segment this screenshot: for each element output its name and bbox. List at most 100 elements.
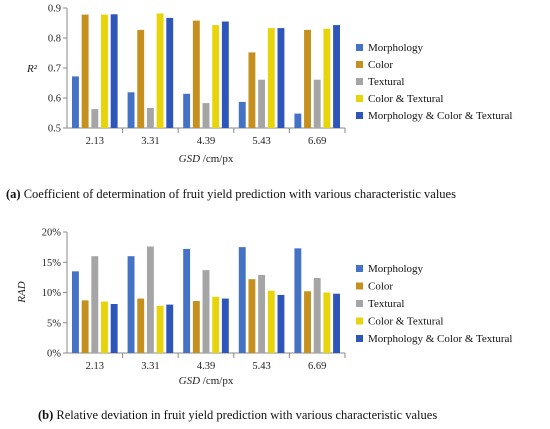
bar: [212, 25, 220, 129]
chart-b-ylabel: RAD: [16, 281, 28, 303]
bar: [192, 20, 200, 129]
bar: [137, 298, 145, 353]
bar: [156, 13, 164, 128]
legend-swatch: [356, 78, 363, 85]
bar: [323, 28, 331, 129]
bar: [238, 247, 246, 353]
bar: [72, 76, 79, 128]
bar: [166, 17, 174, 128]
legend-label: Morphology & Color & Textural: [368, 333, 512, 345]
bar: [248, 52, 256, 128]
y-tick-label: 10%: [42, 288, 62, 299]
bar: [304, 291, 311, 353]
legend-swatch: [356, 335, 363, 342]
legend-swatch: [356, 112, 363, 119]
bar: [192, 300, 200, 353]
bar: [304, 29, 311, 128]
chart-a: R² 0.5 0.6 0.7 0.8 0.9 2.13 3.31 4.39 5.43 6.69 G…: [6, 4, 512, 202]
bar: [267, 290, 275, 353]
bar: [238, 101, 246, 128]
y-tick-label: 0.9: [48, 4, 61, 15]
bar: [212, 296, 220, 353]
bar: [101, 301, 108, 353]
chart-b-bars: [72, 246, 340, 353]
bar: [258, 79, 266, 128]
y-tick-label: 15%: [42, 258, 62, 269]
legend-swatch: [356, 265, 363, 272]
bar: [72, 271, 79, 353]
bar: [313, 277, 321, 353]
chart-b-caption: (b) Relative deviation in fruit yield pr…: [38, 408, 437, 422]
y-tick-label: 0%: [47, 349, 61, 360]
x-tick-label: 6.69: [308, 136, 326, 147]
legend-label: Color: [368, 59, 393, 71]
bar: [110, 14, 118, 128]
x-tick-label: 3.31: [141, 361, 159, 372]
bar: [91, 109, 99, 128]
chart-b: RAD 0% 5% 10% 15% 20% 2.13 3.31 4.39 5.43 6.69 GS…: [16, 228, 512, 423]
bar: [146, 107, 154, 128]
chart-b-legend: Morphology Color Textural Color & Textural M…: [356, 263, 512, 345]
bar: [156, 305, 164, 353]
legend-label: Morphology: [368, 263, 424, 275]
legend-label: Morphology: [368, 42, 424, 54]
bar: [81, 14, 89, 129]
bar: [183, 248, 191, 353]
legend-swatch: [356, 61, 363, 68]
bar: [333, 25, 340, 129]
y-tick-label: 5%: [47, 318, 61, 329]
y-tick-label: 0.7: [48, 64, 61, 75]
y-tick-label: 0.8: [48, 34, 61, 45]
chart-a-bars: [72, 13, 340, 129]
bar: [110, 303, 118, 353]
legend-label: Color: [368, 281, 393, 293]
x-tick-label: 4.39: [197, 361, 215, 372]
legend-swatch: [356, 317, 363, 325]
bar: [101, 14, 108, 129]
bar: [277, 28, 285, 129]
y-tick-label: 0.6: [48, 94, 61, 105]
bar: [277, 294, 285, 353]
bar: [202, 103, 210, 128]
y-tick-label: 0.5: [48, 124, 61, 135]
chart-a-legend: Morphology Color Textural Color & Textural M…: [356, 42, 512, 122]
bar: [248, 279, 256, 353]
x-tick-label: 4.39: [197, 136, 215, 147]
legend-swatch: [356, 95, 363, 102]
bar: [258, 274, 266, 353]
x-tick-label: 2.13: [86, 361, 104, 372]
legend-swatch: [356, 282, 363, 290]
x-tick-label: 5.43: [252, 136, 270, 147]
bar: [221, 21, 229, 128]
legend-label: Color & Textural: [368, 93, 443, 105]
legend-swatch: [356, 300, 363, 307]
legend-label: Color & Textural: [368, 316, 443, 328]
legend-label: Morphology & Color & Textural: [368, 110, 512, 122]
chart-b-xlabel: GSD /cm/px: [179, 375, 234, 387]
bar: [127, 92, 135, 128]
bar: [146, 246, 154, 353]
y-tick-label: 20%: [42, 228, 62, 239]
bar: [183, 93, 191, 128]
bar: [127, 256, 135, 353]
bar: [333, 293, 340, 353]
bar: [267, 28, 275, 129]
x-tick-label: 6.69: [308, 361, 326, 372]
bar: [202, 270, 210, 353]
bar: [323, 292, 331, 353]
bar: [81, 300, 89, 353]
bar: [166, 304, 174, 353]
bar: [313, 79, 321, 128]
bar: [221, 298, 229, 353]
legend-label: Textural: [368, 76, 405, 88]
legend-swatch: [356, 44, 363, 51]
x-tick-label: 3.31: [141, 136, 159, 147]
x-tick-label: 5.43: [252, 361, 270, 372]
x-tick-label: 2.13: [86, 136, 104, 147]
chart-a-ylabel: R²: [26, 63, 38, 75]
bar: [294, 248, 302, 353]
bar: [91, 256, 99, 353]
chart-a-caption: (a) Coefficient of determination of frui…: [6, 187, 456, 201]
bar: [294, 113, 302, 128]
